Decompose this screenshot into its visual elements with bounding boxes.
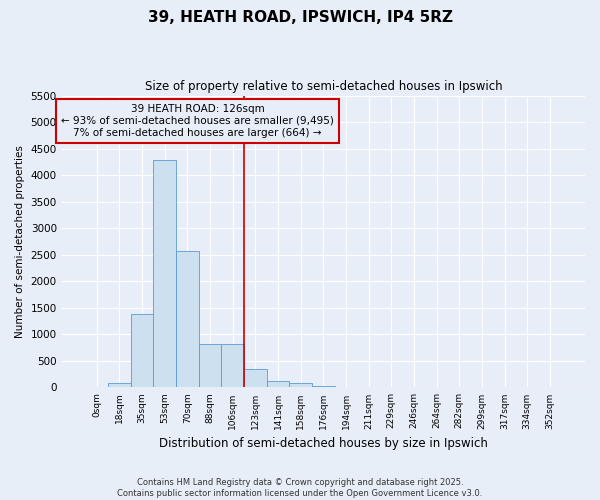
Text: Contains HM Land Registry data © Crown copyright and database right 2025.
Contai: Contains HM Land Registry data © Crown c… <box>118 478 482 498</box>
Bar <box>199 344 221 388</box>
Bar <box>266 380 289 388</box>
X-axis label: Distribution of semi-detached houses by size in Ipswich: Distribution of semi-detached houses by … <box>159 437 488 450</box>
Bar <box>108 383 131 388</box>
Bar <box>154 160 176 388</box>
Text: 39, HEATH ROAD, IPSWICH, IP4 5RZ: 39, HEATH ROAD, IPSWICH, IP4 5RZ <box>148 10 452 25</box>
Bar <box>335 387 358 388</box>
Title: Size of property relative to semi-detached houses in Ipswich: Size of property relative to semi-detach… <box>145 80 502 93</box>
Bar <box>312 386 335 388</box>
Bar <box>244 369 266 388</box>
Bar <box>176 250 199 388</box>
Y-axis label: Number of semi-detached properties: Number of semi-detached properties <box>15 145 25 338</box>
Bar <box>131 314 154 388</box>
Bar <box>289 383 312 388</box>
Text: 39 HEATH ROAD: 126sqm
← 93% of semi-detached houses are smaller (9,495)
7% of se: 39 HEATH ROAD: 126sqm ← 93% of semi-deta… <box>61 104 334 138</box>
Bar <box>221 344 244 388</box>
